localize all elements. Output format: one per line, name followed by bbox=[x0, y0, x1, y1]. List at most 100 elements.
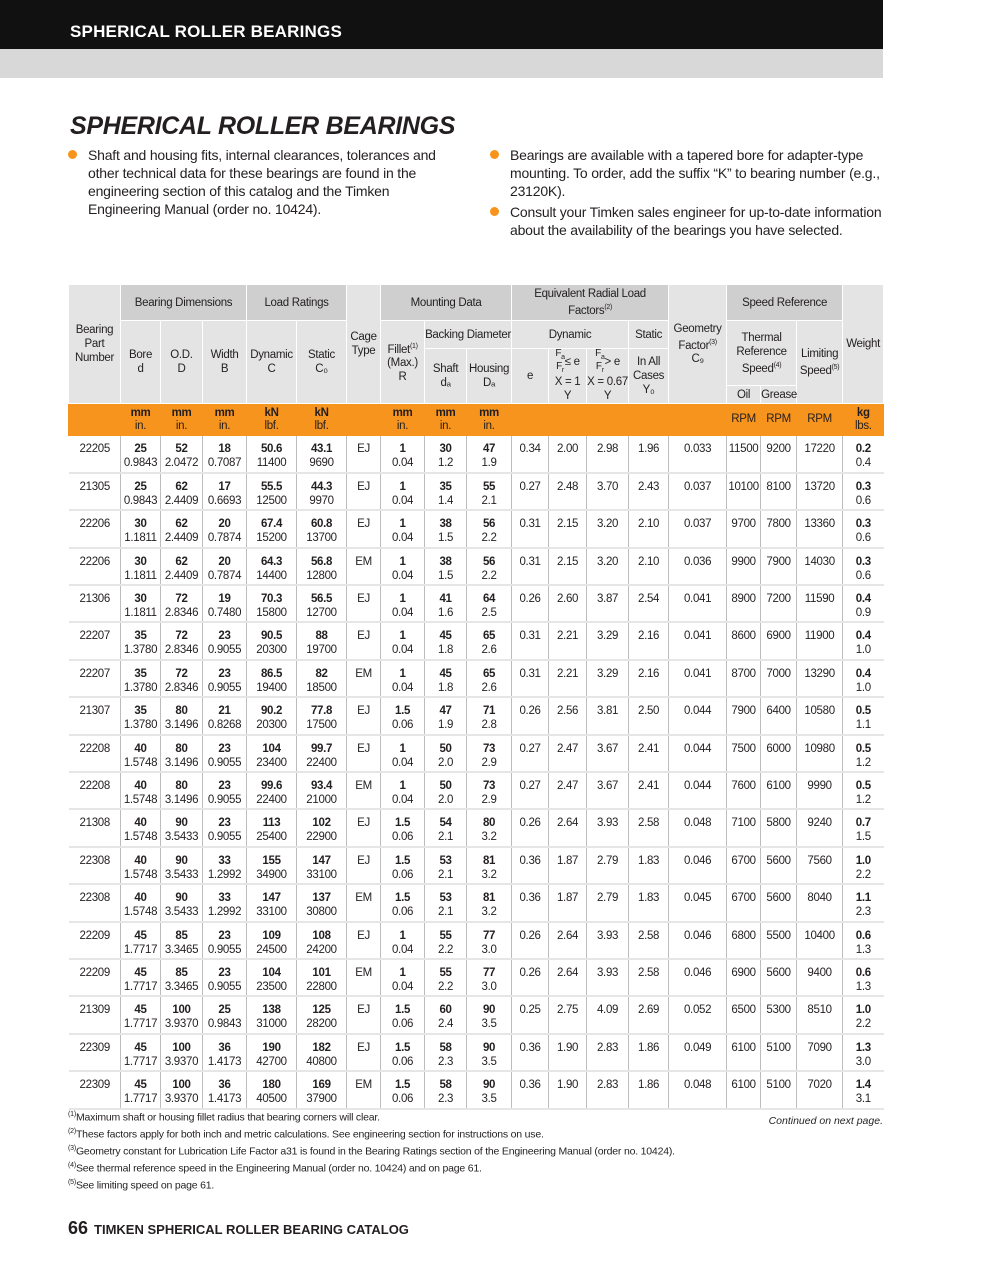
col-part-number: Bearing Part Number bbox=[68, 284, 121, 404]
y-gt-e-value: 3.93 bbox=[596, 929, 619, 942]
oil-speed-value: 7900 bbox=[731, 705, 756, 718]
unit-cell: kN lbf. bbox=[246, 403, 297, 436]
e-factor-value: 0.27 bbox=[519, 780, 541, 793]
cell-part-number: 22205 bbox=[68, 435, 121, 474]
housing-diameter-inch-value: 2.2 bbox=[481, 532, 497, 545]
cell-cage-type: EJ bbox=[346, 809, 381, 848]
cell-od: 85 3.3465 bbox=[160, 958, 203, 998]
e-factor-value: 0.27 bbox=[519, 480, 541, 493]
dynamic-load-metric-value: 113 bbox=[262, 817, 281, 830]
cell-y-le-e: 2.21 bbox=[548, 659, 587, 699]
housing-diameter-metric-value: 73 bbox=[482, 742, 496, 755]
static-load-metric-value: 102 bbox=[312, 817, 331, 830]
cell-housing-diameter: 80 3.2 bbox=[466, 809, 512, 848]
cell-part-number: 22209 bbox=[68, 921, 121, 960]
width-metric-value: 33 bbox=[218, 892, 231, 905]
width-inch-value: 0.7874 bbox=[207, 532, 242, 545]
od-inch-value: 2.4409 bbox=[164, 569, 199, 582]
table-row: 22308 40 1.5748 90 3.5433 33 1.2992 155 34900 147… bbox=[68, 846, 884, 886]
cell-y0: 2.58 bbox=[628, 958, 669, 998]
weight-inch-value: 3.0 bbox=[855, 1055, 871, 1068]
col-bore: Bore d bbox=[120, 320, 161, 404]
cell-y-gt-e: 2.79 bbox=[586, 884, 629, 923]
housing-diameter-metric-value: 56 bbox=[482, 518, 496, 531]
y-gt-e-value: 2.79 bbox=[596, 854, 619, 867]
bearing-table: Bearing Part Number Bearing Dimensions L… bbox=[68, 284, 885, 1110]
cell-width: 21 0.8268 bbox=[201, 697, 247, 736]
housing-diameter-metric-value: 47 bbox=[482, 442, 496, 455]
weight-metric-value: 0.4 bbox=[855, 593, 871, 606]
geometry-factor-value: 0.041 bbox=[683, 630, 712, 643]
cell-e-factor: 0.36 bbox=[511, 846, 549, 886]
cell-bore: 45 1.7717 bbox=[120, 1033, 161, 1073]
dynamic-load-inch-value: 31000 bbox=[256, 1018, 287, 1031]
cell-width: 23 0.9055 bbox=[201, 958, 247, 998]
shaft-diameter-metric-value: 41 bbox=[439, 593, 452, 606]
cell-limiting-speed: 11590 bbox=[796, 585, 843, 624]
cell-cage-type: EJ bbox=[346, 734, 381, 774]
cell-y0: 2.58 bbox=[628, 809, 669, 848]
cell-housing-diameter: 56 2.2 bbox=[466, 510, 512, 549]
y-gt-e-value: 3.29 bbox=[596, 667, 619, 680]
unit-cell: mm in. bbox=[424, 403, 467, 436]
cell-part-number: 22208 bbox=[68, 772, 121, 811]
shaft-diameter-inch-value: 2.0 bbox=[438, 756, 454, 769]
y-le-e-value: 2.21 bbox=[556, 667, 579, 680]
static-load-metric-value: 137 bbox=[312, 892, 331, 905]
cell-cage-type: EJ bbox=[346, 846, 381, 886]
housing-diameter-metric-value: 65 bbox=[482, 630, 496, 643]
y-le-e-value: 2.75 bbox=[556, 1004, 579, 1017]
y0-value: 1.86 bbox=[637, 1079, 660, 1092]
oil-speed-value: 8700 bbox=[731, 667, 756, 680]
cell-y-le-e: 2.48 bbox=[548, 472, 587, 512]
cell-grease-speed: 7000 bbox=[760, 659, 797, 699]
y-le-e-value: 1.87 bbox=[556, 892, 579, 905]
cell-housing-diameter: 55 2.1 bbox=[466, 472, 512, 512]
col-geometry-factor: Geometry Factor(3) C₉ bbox=[668, 284, 728, 404]
cell-weight: 0.4 1.0 bbox=[842, 622, 884, 661]
housing-diameter-inch-value: 3.5 bbox=[481, 1018, 497, 1031]
cell-e-factor: 0.27 bbox=[511, 734, 549, 774]
static-load-metric-value: 182 bbox=[312, 1041, 331, 1054]
y0-value: 1.83 bbox=[637, 854, 660, 867]
cage-type-value: EM bbox=[355, 892, 372, 905]
cell-dynamic-load: 104 23400 bbox=[246, 734, 297, 774]
y-gt-e-value: 3.67 bbox=[596, 780, 619, 793]
cell-part-number: 22308 bbox=[68, 846, 121, 886]
cell-geometry-factor: 0.041 bbox=[668, 659, 727, 699]
cell-geometry-factor: 0.044 bbox=[668, 734, 727, 774]
bullet-text: Consult your Timken sales engineer for u… bbox=[510, 204, 882, 238]
cell-y-le-e: 2.64 bbox=[548, 958, 587, 998]
cage-type-value: EJ bbox=[357, 705, 370, 718]
width-metric-value: 20 bbox=[218, 518, 231, 531]
cell-shaft-diameter: 50 2.0 bbox=[424, 772, 467, 811]
cell-static-load: 82 18500 bbox=[296, 659, 347, 699]
page-title: SPHERICAL ROLLER BEARINGS bbox=[70, 112, 456, 140]
cell-part-number: 22208 bbox=[68, 734, 121, 774]
cell-width: 33 1.2992 bbox=[201, 884, 247, 923]
shaft-diameter-metric-value: 35 bbox=[439, 480, 452, 493]
oil-speed-value: 7100 bbox=[731, 817, 756, 830]
group-bearing-dimensions: Bearing Dimensions bbox=[119, 284, 248, 321]
cell-od: 100 3.9370 bbox=[160, 996, 203, 1035]
part-number-value: 22308 bbox=[79, 854, 111, 867]
cell-geometry-factor: 0.033 bbox=[668, 435, 727, 474]
weight-inch-value: 1.0 bbox=[855, 681, 871, 694]
width-metric-value: 23 bbox=[218, 630, 231, 643]
static-load-inch-value: 9970 bbox=[309, 494, 334, 507]
bore-inch-value: 0.9843 bbox=[123, 456, 158, 469]
cell-part-number: 21308 bbox=[68, 809, 121, 848]
weight-metric-value: 0.3 bbox=[855, 555, 871, 568]
y0-value: 2.10 bbox=[637, 555, 660, 568]
label: Shaft bbox=[432, 363, 459, 375]
dynamic-load-metric-value: 109 bbox=[262, 929, 281, 942]
cell-limiting-speed: 9990 bbox=[796, 772, 843, 811]
y0-value: 2.58 bbox=[637, 966, 660, 979]
oil-speed-value: 6500 bbox=[731, 1004, 756, 1017]
part-number-value: 22309 bbox=[79, 1041, 111, 1054]
cell-grease-speed: 6400 bbox=[760, 697, 797, 736]
cell-y-le-e: 2.15 bbox=[548, 547, 587, 587]
table-row: 22308 40 1.5748 90 3.5433 33 1.2992 147 33100 137… bbox=[68, 884, 884, 923]
col-oil: Oil bbox=[726, 385, 762, 404]
cage-type-value: EM bbox=[355, 667, 372, 680]
